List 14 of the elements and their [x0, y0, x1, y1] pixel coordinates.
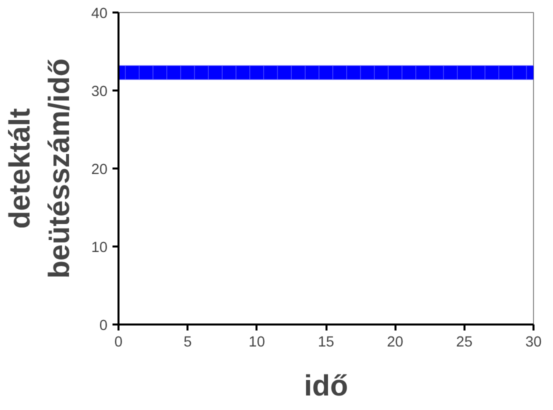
y-tick-label: 10 [91, 240, 108, 256]
y-tick-label: 20 [91, 162, 108, 178]
x-tick-label: 20 [387, 334, 404, 350]
x-axis-title: idő [304, 370, 348, 402]
y-tick-label: 0 [99, 318, 108, 334]
x-tick-label: 0 [114, 334, 123, 350]
y-axis-title: detektált beütésszám/idő [4, 58, 76, 279]
x-tick-label: 30 [525, 334, 542, 350]
x-tick-label: 25 [456, 334, 472, 350]
x-tick-label: 15 [318, 334, 334, 350]
y-tick-label: 30 [91, 84, 108, 100]
y-tick-label: 40 [91, 6, 108, 22]
x-tick-label: 5 [184, 334, 192, 350]
x-tick-label: 10 [248, 334, 265, 350]
